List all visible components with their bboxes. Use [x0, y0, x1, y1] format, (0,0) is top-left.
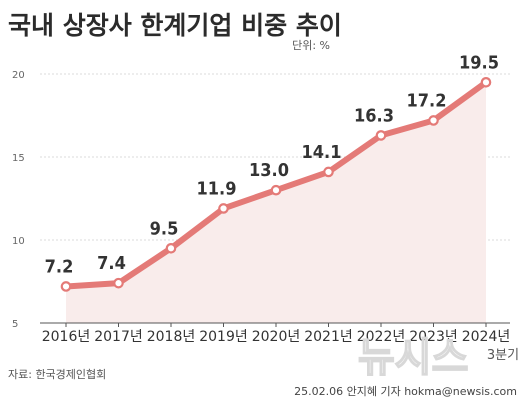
data-point	[60, 281, 72, 292]
data-label: 7.2	[45, 256, 74, 277]
data-label: 7.4	[97, 253, 126, 274]
data-label: 11.9	[197, 178, 237, 199]
x-tick-label: 2023년	[409, 329, 458, 345]
x-axis	[40, 322, 510, 327]
area-shape	[66, 82, 486, 323]
x-tick-label: 2021년	[304, 329, 353, 345]
y-tick-label: 20	[12, 70, 25, 81]
data-point	[375, 130, 387, 141]
data-points	[60, 77, 492, 292]
data-point	[218, 203, 229, 214]
unit-label: 단위: %	[292, 39, 330, 52]
data-labels: 7.2 7.4 9.5 11.9 13.0 14.1 16.3 17.2 19.5	[45, 52, 499, 277]
x-tick-label: 2016년	[42, 329, 91, 345]
x-tick-label: 2018년	[147, 329, 196, 345]
y-tick-label: 10	[12, 236, 25, 247]
data-point	[165, 243, 177, 254]
x-tick-label: 2017년	[94, 329, 143, 345]
data-label: 13.0	[249, 160, 289, 181]
x-tick-label: 2024년	[462, 329, 511, 345]
y-axis-ticks: 5 10 15 20	[12, 70, 25, 330]
data-label: 14.1	[302, 142, 342, 163]
y-tick-label: 15	[12, 153, 25, 164]
data-point	[323, 166, 334, 178]
x-axis-note: 3분기	[487, 348, 519, 363]
credit-text: 25.02.06 안지혜 기자 hokma@newsis.com	[294, 385, 517, 398]
watermark-logo: 뉴시스	[358, 335, 468, 381]
data-point	[428, 115, 439, 126]
area-fill	[66, 82, 486, 323]
data-label: 19.5	[459, 52, 499, 73]
x-axis-ticks: 2016년 2017년 2018년 2019년 2020년 2021년 2022년 2023년…	[42, 329, 511, 345]
data-label: 16.3	[354, 105, 394, 126]
x-tick-label: 2020년	[252, 329, 301, 345]
data-label: 17.2	[407, 90, 447, 111]
x-tick-label: 2019년	[199, 329, 248, 345]
x-tick-label: 2022년	[357, 329, 406, 345]
data-point	[113, 277, 124, 289]
chart-title: 국내 상장사 한계기업 비중 추이	[8, 11, 342, 40]
y-tick-label: 5	[12, 319, 18, 330]
source-text: 자료: 한국경제인협회	[8, 368, 106, 381]
data-point	[270, 184, 282, 196]
data-point	[480, 77, 492, 88]
data-label: 9.5	[150, 218, 179, 239]
